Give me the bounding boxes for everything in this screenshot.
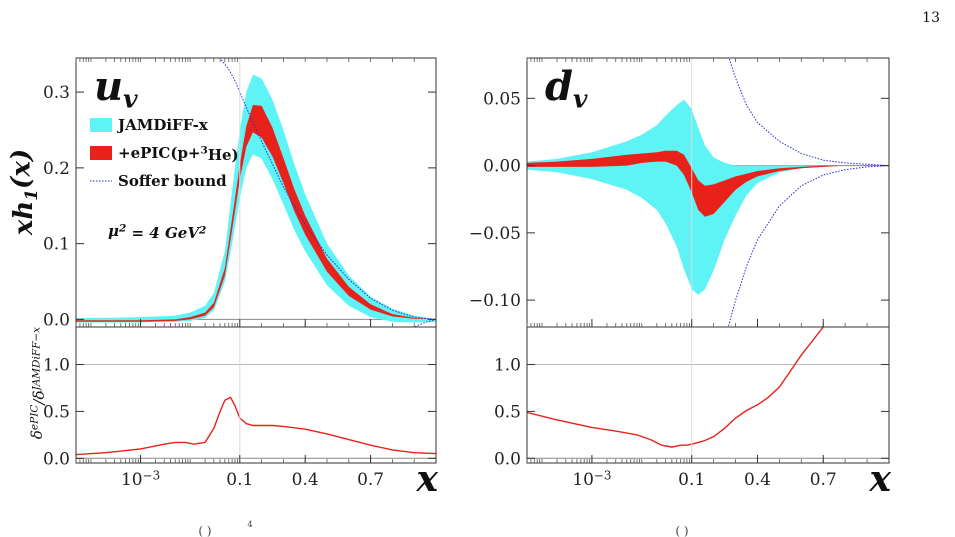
x-tick-label: 0.1: [678, 470, 705, 490]
ratio-curve: [76, 396, 436, 456]
legend-label: JAMDiFF-x: [116, 116, 209, 134]
scale-annotation: μ2 = 4 GeV2: [108, 222, 206, 242]
ratio-y-tick-label: 0.0: [494, 449, 521, 469]
ratio-axis-label: δePIC/δJAMDiFF−x: [28, 327, 48, 439]
x-tick-label: 10−3: [121, 469, 160, 490]
y-tick-label: 0.3: [43, 83, 70, 103]
x-axis-label: x: [416, 458, 439, 500]
panel-u-v: 10−3 0.1 0.4 0.7 x 0.0 0.1 0.2 0.3 0.0 0.5 1.0 uv xh1…: [6, 57, 439, 500]
y-tick-label: −0.10: [469, 291, 521, 311]
y-axis-label: xh1(x): [6, 149, 41, 236]
main-plot-area: [76, 58, 436, 327]
footer-fragment: ( ): [675, 524, 688, 537]
legend-label: Soffer bound: [118, 172, 227, 190]
x-tick-label: 0.1: [226, 470, 253, 490]
legend-swatch: [90, 146, 112, 160]
legend-label: +ePIC(p+3He): [118, 144, 239, 164]
ratio-y-tick-label: 1.0: [494, 356, 521, 376]
epic-band: [527, 150, 889, 217]
y-tick-label: −0.05: [469, 224, 521, 244]
panel-label: dv: [545, 63, 588, 113]
ratio-frame: [75, 326, 437, 464]
x-tick-label: 0.7: [810, 470, 837, 490]
ratio-frame: [526, 326, 890, 464]
x-tick-label: 0.7: [357, 470, 384, 490]
panel-d-v: 10−3 0.1 0.4 0.7 x −0.10 −0.05 0.00 0.05 0.0 0.5 1.…: [469, 57, 892, 500]
ratio-plot-area: [76, 364, 436, 459]
ratio-y-tick-label: 0.5: [494, 402, 521, 422]
main-plot-area: [527, 58, 889, 327]
x-axis-label: x: [869, 458, 892, 500]
y-tick-label: 0.2: [43, 159, 70, 179]
x-tick-label: 0.4: [744, 470, 771, 490]
y-tick-label: 0.05: [483, 89, 521, 109]
ratio-y-tick-label: 1.0: [43, 356, 70, 376]
page-footer: ( ) 4 ( ): [198, 519, 688, 537]
y-tick-label: 0.00: [483, 157, 521, 177]
x-tick-label: 0.4: [292, 470, 319, 490]
soffer-bound-upper: [728, 58, 889, 167]
legend-swatch: [90, 118, 112, 132]
page-number: 13: [922, 10, 940, 26]
ratio-plot-area: [527, 327, 889, 459]
legend: JAMDiFF-x +ePIC(p+3He) Soffer bound: [90, 116, 239, 190]
panel-label: uv: [94, 63, 138, 113]
ratio-y-tick-label: 0.0: [43, 449, 70, 469]
y-tick-label: 0.1: [43, 235, 70, 255]
x-tick-label: 10−3: [572, 469, 611, 490]
footer-fragment: ( ): [198, 524, 211, 537]
soffer-bound-lower: [727, 165, 889, 327]
y-tick-label: 0.0: [43, 310, 70, 330]
footer-fragment: 4: [247, 519, 252, 529]
ratio-curve: [527, 327, 824, 448]
ratio-y-tick-label: 0.5: [43, 402, 70, 422]
